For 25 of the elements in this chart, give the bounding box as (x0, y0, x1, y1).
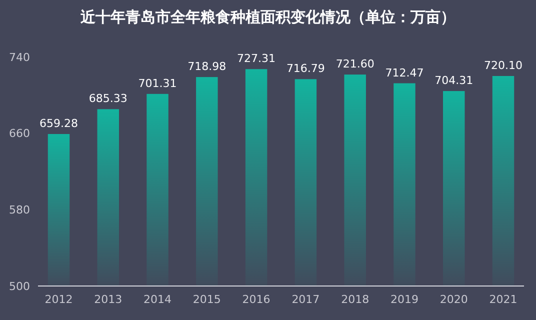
x-tick-label: 2021 (489, 293, 518, 306)
data-label: 685.33 (88, 92, 128, 106)
data-label: 727.31 (237, 52, 276, 66)
data-label: 720.10 (484, 58, 523, 72)
y-tick-label: 580 (9, 204, 30, 217)
data-label: 659.28 (39, 117, 78, 130)
y-tick-label: 660 (9, 127, 30, 140)
x-tick-label: 2020 (440, 293, 468, 306)
x-tick-label: 2016 (242, 293, 270, 306)
data-label: 712.47 (385, 66, 424, 80)
data-label: 701.31 (138, 76, 177, 90)
x-tick-label: 2018 (341, 293, 370, 306)
x-tick-label: 2015 (192, 293, 221, 306)
data-label: 716.79 (286, 62, 325, 76)
x-tick-label: 2019 (390, 293, 418, 306)
data-label: 718.98 (188, 60, 226, 74)
y-tick-label: 740 (9, 50, 30, 64)
y-tick-label: 500 (9, 280, 30, 293)
data-label: 721.60 (336, 58, 374, 71)
x-tick-label: 2012 (44, 293, 73, 306)
data-label: 704.31 (434, 74, 474, 88)
x-tick-label: 2014 (144, 293, 172, 306)
x-tick-label: 2013 (94, 293, 122, 306)
x-tick-label: 2017 (292, 293, 320, 306)
chart-title: 近十年青岛市全年粮食种植面积变化情况（单位：万亩） (80, 8, 456, 26)
